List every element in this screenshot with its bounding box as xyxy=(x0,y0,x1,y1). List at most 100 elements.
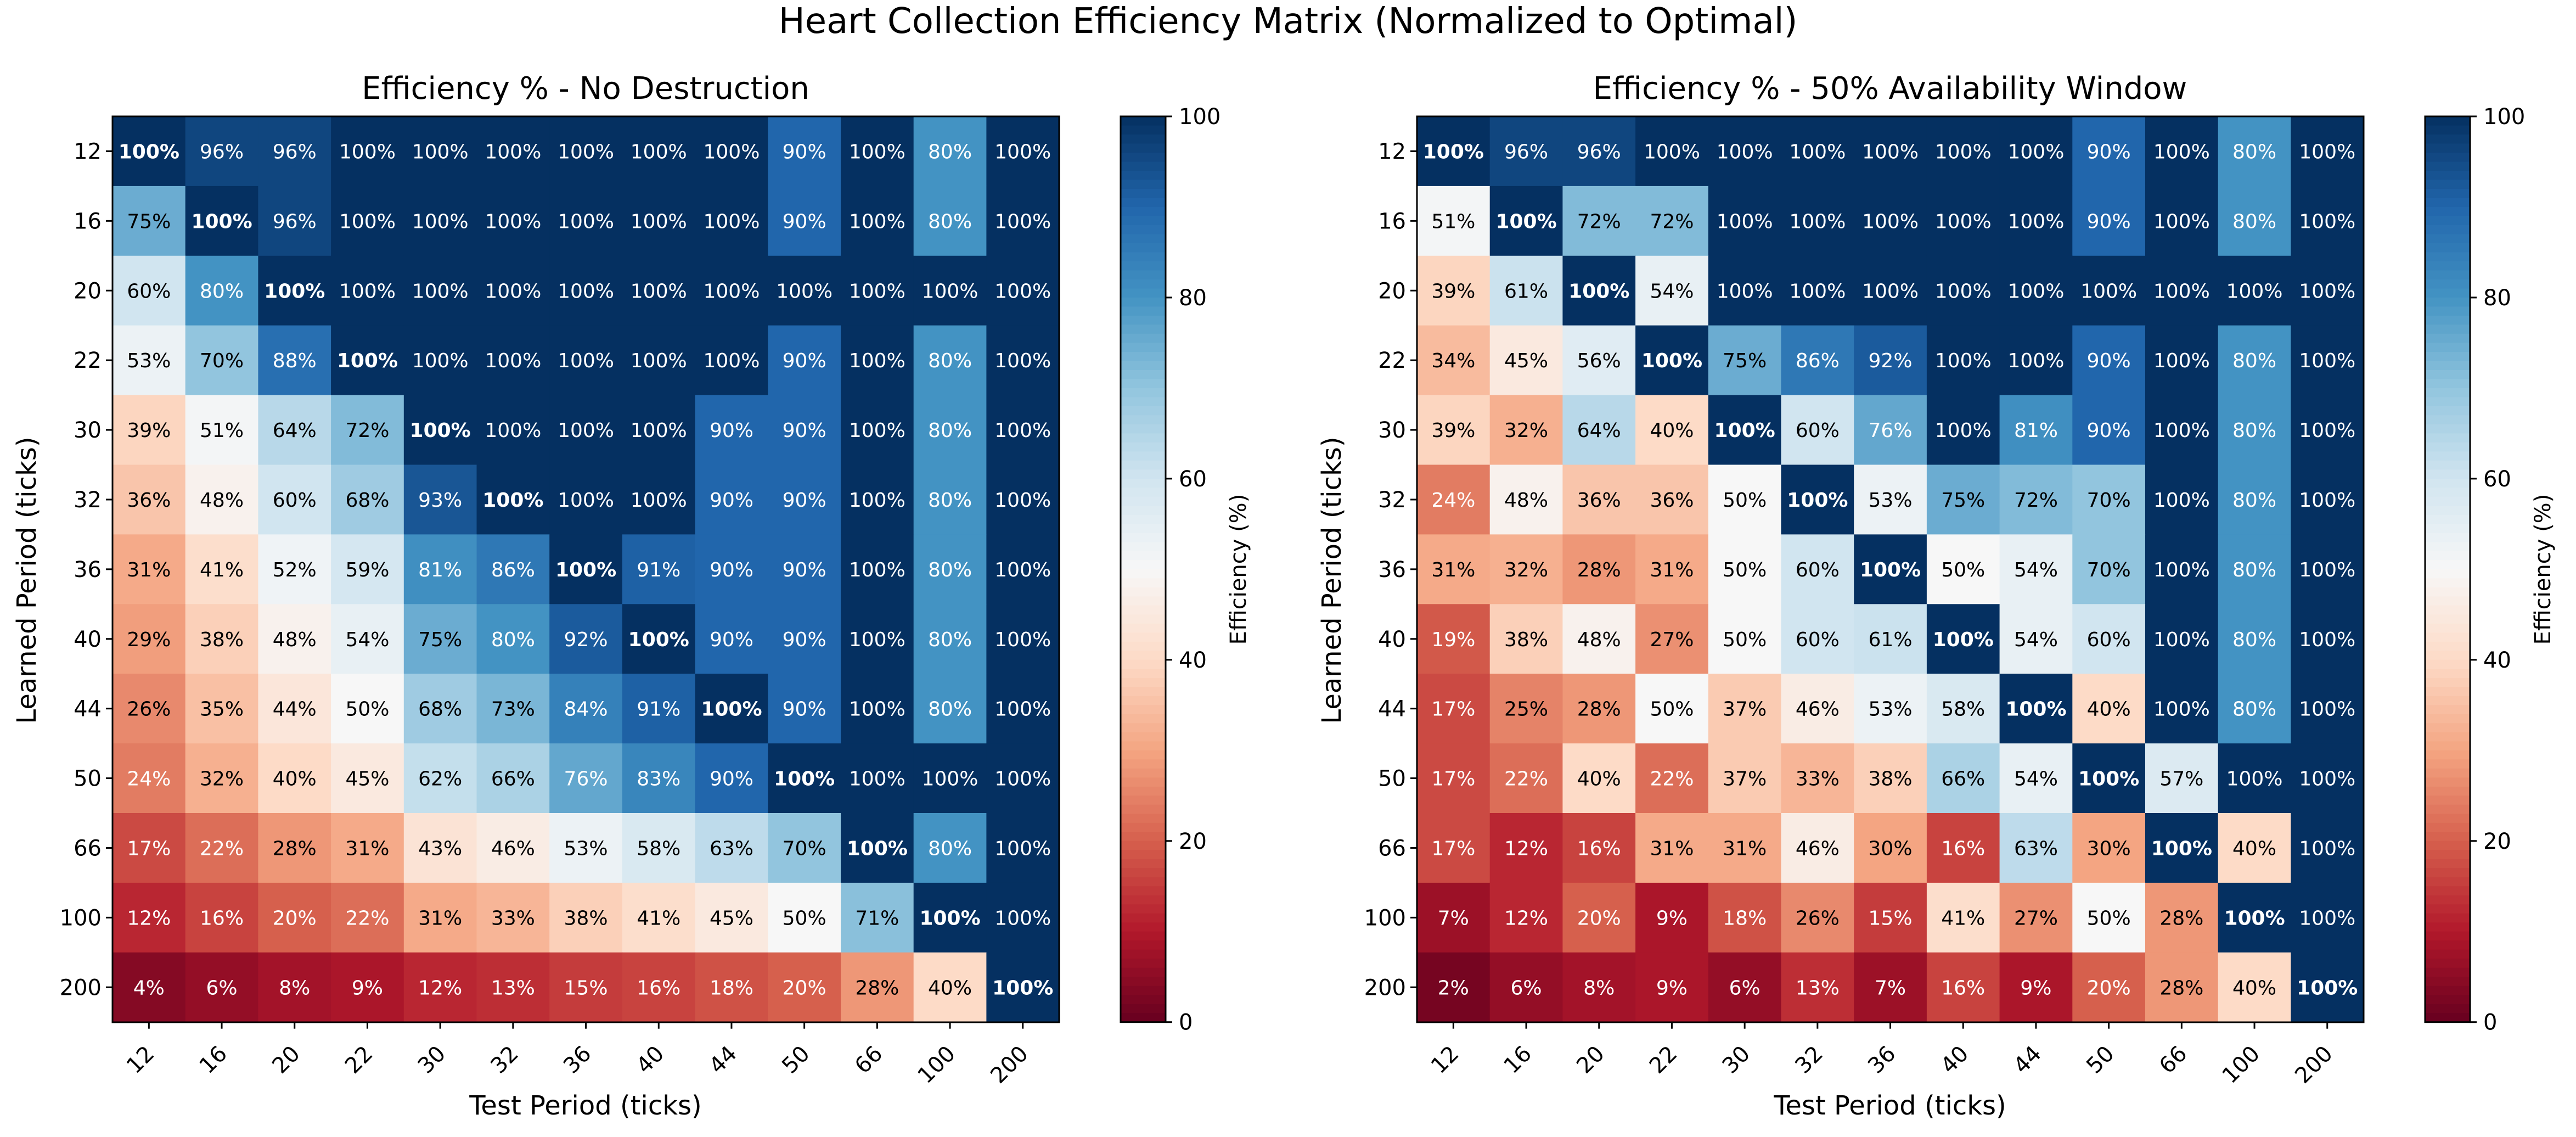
cell-value-label: 100% xyxy=(631,280,687,303)
heatmap-cell xyxy=(622,255,696,326)
heatmap-cell xyxy=(695,882,768,953)
heatmap-cell xyxy=(2291,743,2364,814)
heatmap-cell xyxy=(1854,464,1927,535)
colorbar-segment xyxy=(2425,732,2470,742)
heatmap-cell xyxy=(331,464,404,535)
colorbar-frame xyxy=(1120,115,1167,1023)
cell-value-label: 50% xyxy=(1650,698,1694,721)
heatmap-cell xyxy=(258,464,331,535)
heatmap-cell xyxy=(113,534,186,604)
cell-value-label: 41% xyxy=(637,907,680,929)
cell-value-label: 48% xyxy=(200,489,244,512)
cell-value-label: 40% xyxy=(2232,837,2276,860)
cell-value-label: 8% xyxy=(1583,977,1615,999)
cell-value-label: 12% xyxy=(418,977,462,999)
y-tick-label: 12 xyxy=(1378,139,1406,164)
colorbar-segment xyxy=(1121,768,1166,778)
cell-value-label: 54% xyxy=(1650,280,1694,303)
heatmap-cell xyxy=(1489,395,1563,466)
colorbar-segment xyxy=(1121,841,1166,851)
heatmap-cell xyxy=(1562,743,1636,814)
heatmap-cell xyxy=(2218,813,2291,883)
cell-value-label: 100% xyxy=(410,419,471,442)
heatmap-cell xyxy=(476,604,550,674)
cell-value-label: 100% xyxy=(2080,280,2137,303)
colorbar-segment xyxy=(1121,206,1166,217)
cell-value-label: 26% xyxy=(1796,907,1840,929)
cell-value-label: 100% xyxy=(485,141,541,163)
heatmap-cell xyxy=(1635,255,1709,326)
colorbar-segment xyxy=(1121,677,1166,688)
heatmap-cell xyxy=(2291,186,2364,256)
cell-value-label: 100% xyxy=(1935,350,1992,372)
cell-value-label: 72% xyxy=(1577,210,1621,233)
colorbar-segment xyxy=(1121,279,1166,289)
heatmap-cell xyxy=(2072,186,2146,256)
colorbar-segment xyxy=(1121,333,1166,344)
cell-value-label: 29% xyxy=(127,629,171,651)
cell-value-label: 18% xyxy=(1723,907,1767,929)
cell-value-label: 100% xyxy=(994,837,1051,860)
colorbar-segment xyxy=(1121,252,1166,262)
cell-value-label: 31% xyxy=(1650,837,1694,860)
heatmap-cell xyxy=(695,604,768,674)
heatmap-cell xyxy=(2145,186,2219,256)
colorbar-segment xyxy=(1121,533,1166,543)
cell-value-label: 100% xyxy=(2299,210,2355,233)
heatmap-cell xyxy=(841,255,914,326)
colorbar-segment xyxy=(2425,659,2470,670)
cell-value-label: 54% xyxy=(2014,559,2058,581)
colorbar-segment xyxy=(2425,913,2470,923)
cell-value-label: 100% xyxy=(1568,280,1629,303)
colorbar-segment xyxy=(2425,369,2470,380)
heatmap-cell xyxy=(1999,255,2073,326)
heatmap-cell xyxy=(1781,464,1854,535)
cell-value-label: 100% xyxy=(1787,489,1848,512)
heatmap-cell xyxy=(476,325,550,396)
cell-value-label: 53% xyxy=(1869,489,1913,512)
cell-value-label: 16% xyxy=(1941,837,1985,860)
heatmap-cell xyxy=(1999,743,2073,814)
cell-value-label: 100% xyxy=(631,350,687,372)
cell-value-label: 76% xyxy=(564,768,608,791)
heatmap-cell xyxy=(913,674,987,744)
colorbar-segment xyxy=(2425,578,2470,588)
heatmap-cell xyxy=(258,395,331,466)
heatmap-panel-availability-window: Efficiency % - 50% Availability Window T… xyxy=(1317,71,2556,1121)
heatmap-cell xyxy=(986,743,1060,814)
heatmap-cell xyxy=(258,255,331,326)
heatmap-cell xyxy=(549,186,623,256)
cell-value-label: 100% xyxy=(1789,210,1846,233)
cell-value-label: 96% xyxy=(200,141,244,163)
heatmap-cell xyxy=(622,952,696,1023)
heatmap-cell xyxy=(1562,674,1636,744)
colorbar-segment xyxy=(1121,832,1166,842)
colorbar-segment xyxy=(2425,841,2470,851)
cell-value-label: 88% xyxy=(273,350,317,372)
heatmap-cell xyxy=(1926,604,2000,674)
heatmap-cell xyxy=(2072,395,2146,466)
cell-value-label: 38% xyxy=(1869,768,1913,791)
x-tick-labels: 12 16 20 22 30 32 36 40 44 50 66 100 200 xyxy=(122,1022,1033,1089)
cell-value-label: 90% xyxy=(783,419,826,442)
heatmap-cell xyxy=(476,882,550,953)
cell-value-label: 57% xyxy=(2159,768,2203,791)
heatmap-cell xyxy=(331,604,404,674)
heatmap-cell xyxy=(986,464,1060,535)
cell-value-label: 100% xyxy=(558,419,614,442)
cell-value-label: 62% xyxy=(418,768,462,791)
cell-value-label: 100% xyxy=(849,350,905,372)
cell-value-label: 100% xyxy=(992,977,1053,999)
heatmap-cell xyxy=(185,255,258,326)
cell-value-label: 100% xyxy=(922,280,978,303)
heatmap-cell xyxy=(1489,813,1563,883)
cell-value-label: 40% xyxy=(2232,977,2276,999)
cell-value-label: 100% xyxy=(339,280,396,303)
heatmap-cell xyxy=(1489,674,1563,744)
cell-value-label: 46% xyxy=(1796,698,1840,721)
heatmap-cell xyxy=(1999,604,2073,674)
colorbar-segment xyxy=(2425,786,2470,797)
heatmap-cell xyxy=(986,116,1060,187)
heatmap-cell xyxy=(476,952,550,1023)
cell-value-label: 8% xyxy=(279,977,310,999)
